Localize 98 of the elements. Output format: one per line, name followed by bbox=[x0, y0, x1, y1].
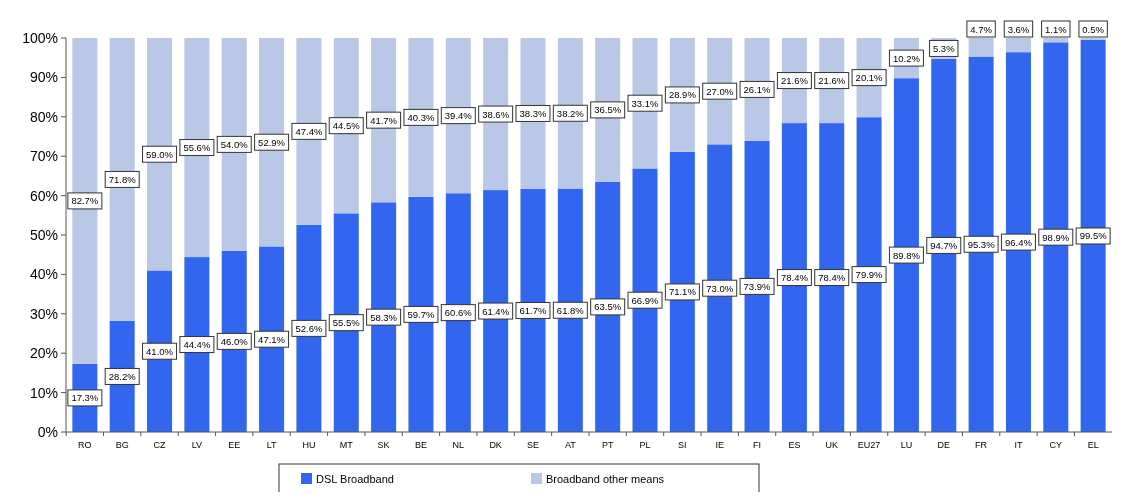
x-tick-label: ES bbox=[788, 440, 801, 450]
data-label: 47.1% bbox=[258, 333, 286, 345]
data-label: 52.6% bbox=[295, 322, 323, 334]
x-tick-label: BE bbox=[414, 440, 427, 450]
data-label: 44.4% bbox=[183, 339, 211, 351]
data-label: 38.3% bbox=[519, 107, 548, 119]
x-tick-label: RO bbox=[78, 440, 92, 450]
y-tick-label: 90% bbox=[29, 69, 58, 86]
data-label: 98.9% bbox=[1042, 231, 1070, 243]
legend-label: Broadband other means bbox=[546, 473, 665, 485]
data-label: 95.3% bbox=[967, 238, 996, 250]
data-label: 40.3% bbox=[407, 111, 435, 123]
x-tick-label: SE bbox=[526, 440, 539, 450]
data-label: 41.7% bbox=[370, 114, 398, 126]
y-tick-label: 20% bbox=[29, 345, 58, 362]
data-label: 89.8% bbox=[892, 249, 921, 261]
x-tick-label: PT bbox=[601, 440, 614, 450]
data-label: 38.6% bbox=[482, 108, 510, 120]
data-label: 61.8% bbox=[556, 304, 585, 316]
x-tick-label: MT bbox=[339, 440, 354, 450]
data-label: 52.9% bbox=[258, 136, 286, 148]
data-label: 94.7% bbox=[930, 239, 958, 251]
x-tick-label: EE bbox=[228, 440, 241, 450]
y-tick-label: 50% bbox=[29, 227, 58, 243]
x-tick-label: CZ bbox=[153, 440, 167, 450]
x-tick-label: NL bbox=[452, 440, 465, 450]
y-tick-label: 100% bbox=[22, 30, 58, 46]
data-label: 59.0% bbox=[146, 148, 174, 160]
y-tick-label: 40% bbox=[29, 266, 58, 283]
x-tick-label: SK bbox=[377, 440, 390, 450]
y-tick-label: 60% bbox=[29, 187, 58, 204]
x-tick-label: IT bbox=[1014, 440, 1023, 450]
x-tick-label: EL bbox=[1087, 440, 1099, 450]
data-label: 41.0% bbox=[146, 345, 174, 357]
x-tick-label: BG bbox=[115, 440, 129, 450]
y-tick-label: 0% bbox=[37, 424, 58, 440]
y-tick-label: 30% bbox=[29, 305, 58, 322]
data-label: 33.1% bbox=[631, 97, 660, 109]
x-tick-label: LU bbox=[900, 440, 913, 450]
x-tick-label: CY bbox=[1049, 440, 1063, 450]
bar bbox=[1043, 38, 1069, 43]
data-label: 26.1% bbox=[743, 83, 772, 95]
data-label: 59.7% bbox=[407, 308, 435, 320]
data-label: 61.4% bbox=[482, 305, 510, 317]
data-label: 10.2% bbox=[892, 52, 921, 64]
x-tick-label: AT bbox=[564, 440, 577, 450]
data-label: 61.7% bbox=[519, 304, 548, 316]
x-tick-label: LV bbox=[191, 440, 203, 450]
data-label: 39.4% bbox=[444, 110, 473, 122]
legend-label: DSL Broadband bbox=[316, 473, 394, 485]
x-tick-label: DK bbox=[489, 440, 502, 450]
data-label: 58.3% bbox=[370, 311, 398, 323]
y-tick-label: 10% bbox=[29, 384, 58, 401]
data-label: 5.3% bbox=[932, 42, 956, 54]
data-label: 55.6% bbox=[183, 142, 211, 154]
data-label: 78.4% bbox=[818, 272, 846, 284]
x-tick-label: IE bbox=[715, 440, 724, 450]
data-label: 73.0% bbox=[706, 282, 734, 294]
y-tick-label: 70% bbox=[29, 148, 58, 165]
data-label: 0.5% bbox=[1082, 23, 1105, 35]
x-tick-label: DE bbox=[937, 440, 951, 450]
data-label: 96.4% bbox=[1004, 236, 1033, 248]
data-label: 21.6% bbox=[818, 75, 846, 87]
data-label: 79.9% bbox=[855, 269, 884, 281]
data-label: 63.5% bbox=[594, 301, 622, 313]
data-label: 66.9% bbox=[631, 294, 660, 306]
data-label: 21.6% bbox=[780, 75, 809, 87]
x-tick-label: EU27 bbox=[857, 440, 881, 450]
x-tick-label: LT bbox=[266, 440, 277, 450]
data-label: 1.1% bbox=[1044, 23, 1068, 35]
data-label: 17.3% bbox=[71, 392, 99, 404]
x-tick-label: SI bbox=[678, 440, 687, 450]
data-label: 28.2% bbox=[108, 370, 137, 382]
data-label: 71.8% bbox=[108, 173, 137, 185]
data-label: 36.5% bbox=[594, 104, 622, 116]
data-label: 55.5% bbox=[332, 317, 361, 329]
data-label: 99.5% bbox=[1079, 230, 1108, 242]
data-label: 47.4% bbox=[295, 125, 323, 137]
x-tick-label: HU bbox=[302, 440, 316, 450]
data-label: 3.6% bbox=[1007, 23, 1030, 35]
data-label: 27.0% bbox=[706, 85, 734, 97]
data-label: 78.4% bbox=[780, 272, 809, 284]
x-tick-label: UK bbox=[825, 440, 838, 450]
x-tick-label: FR bbox=[975, 440, 988, 450]
data-label: 71.1% bbox=[668, 286, 697, 298]
data-label: 4.7% bbox=[970, 23, 993, 35]
data-label: 38.2% bbox=[556, 107, 585, 119]
data-label: 82.7% bbox=[71, 195, 99, 207]
data-label: 46.0% bbox=[220, 335, 249, 347]
data-label: 73.9% bbox=[743, 280, 772, 292]
data-label: 44.5% bbox=[332, 120, 361, 132]
data-label: 28.9% bbox=[668, 89, 697, 101]
data-label: 54.0% bbox=[220, 138, 249, 150]
x-tick-label: PL bbox=[639, 440, 651, 450]
x-tick-label: FI bbox=[753, 440, 762, 450]
data-label: 20.1% bbox=[855, 72, 884, 84]
data-label: 60.6% bbox=[444, 307, 473, 319]
y-tick-label: 80% bbox=[29, 108, 58, 125]
